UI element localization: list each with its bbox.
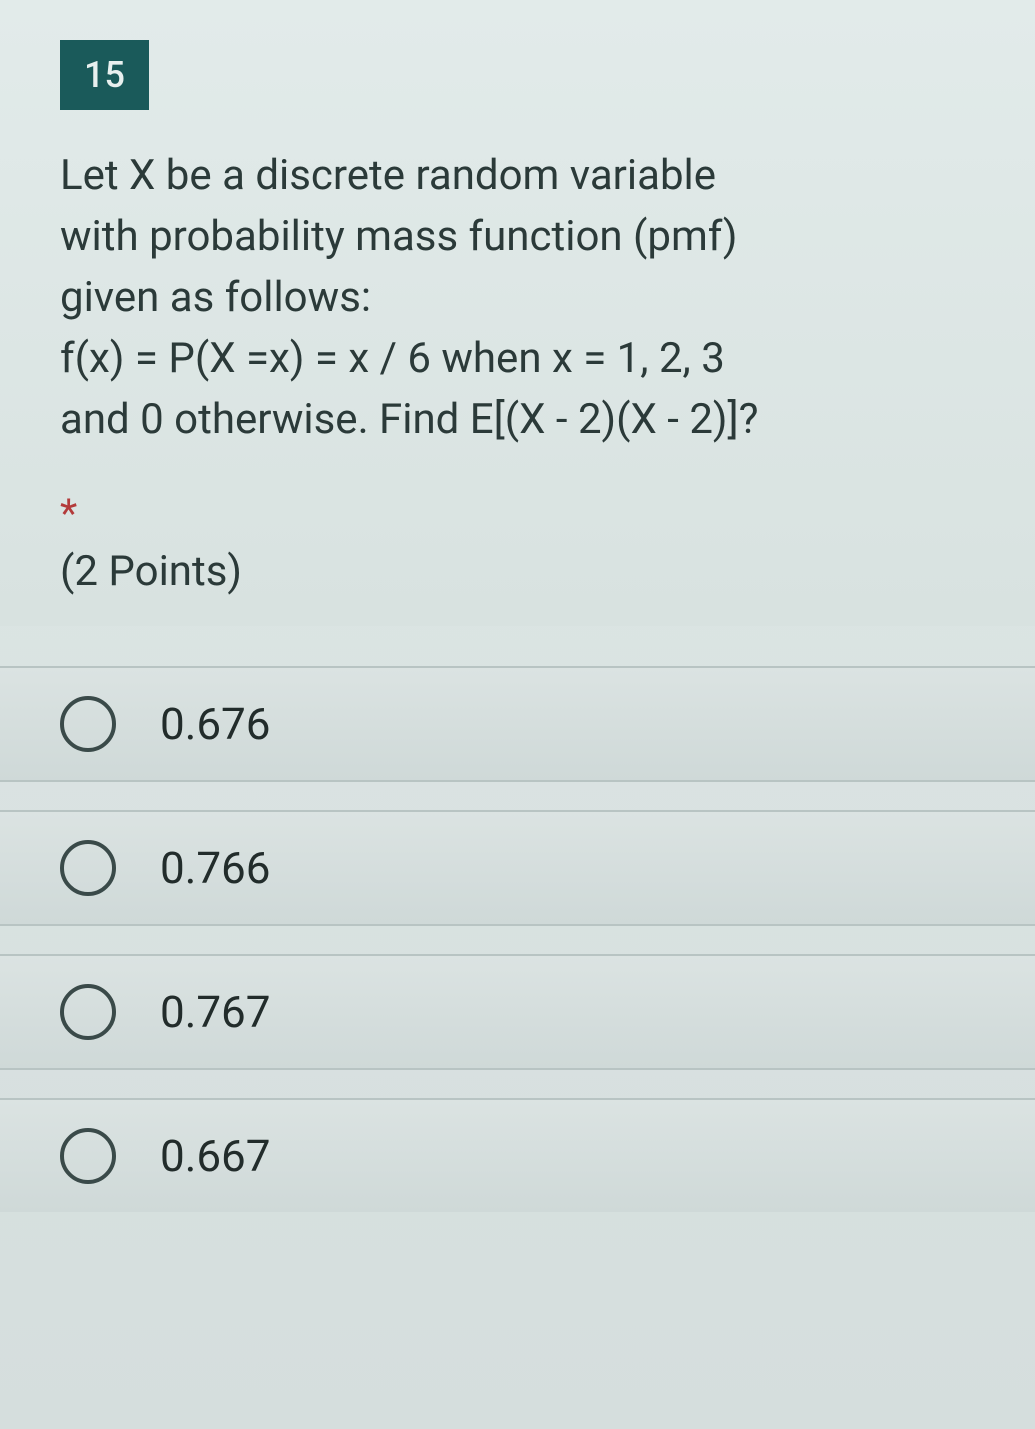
radio-icon[interactable] bbox=[60, 696, 116, 752]
option-0[interactable]: 0.676 bbox=[0, 666, 1035, 782]
question-line: given as follows: bbox=[60, 268, 975, 329]
option-label: 0.767 bbox=[160, 986, 271, 1038]
question-text: Let X be a discrete random variable with… bbox=[60, 146, 975, 450]
option-label: 0.676 bbox=[160, 698, 271, 750]
question-line: with probability mass function (pmf) bbox=[60, 207, 975, 268]
option-label: 0.766 bbox=[160, 842, 271, 894]
option-2[interactable]: 0.767 bbox=[0, 954, 1035, 1070]
required-star: * bbox=[60, 490, 975, 537]
option-3[interactable]: 0.667 bbox=[0, 1098, 1035, 1212]
question-header: 15 Let X be a discrete random variable w… bbox=[0, 0, 1035, 626]
radio-icon[interactable] bbox=[60, 840, 116, 896]
question-number-badge: 15 bbox=[60, 40, 149, 110]
quiz-page: 15 Let X be a discrete random variable w… bbox=[0, 0, 1035, 1429]
question-line: Let X be a discrete random variable bbox=[60, 146, 975, 207]
question-line: f(x) = P(X =x) = x / 6 when x = 1, 2, 3 bbox=[60, 329, 975, 390]
option-label: 0.667 bbox=[160, 1130, 271, 1182]
question-line: and 0 otherwise. Find E[(X - 2)(X - 2)]? bbox=[60, 390, 975, 451]
points-label: (2 Points) bbox=[60, 547, 975, 596]
option-1[interactable]: 0.766 bbox=[0, 810, 1035, 926]
options-list: 0.676 0.766 0.767 0.667 bbox=[0, 626, 1035, 1212]
radio-icon[interactable] bbox=[60, 984, 116, 1040]
radio-icon[interactable] bbox=[60, 1128, 116, 1184]
